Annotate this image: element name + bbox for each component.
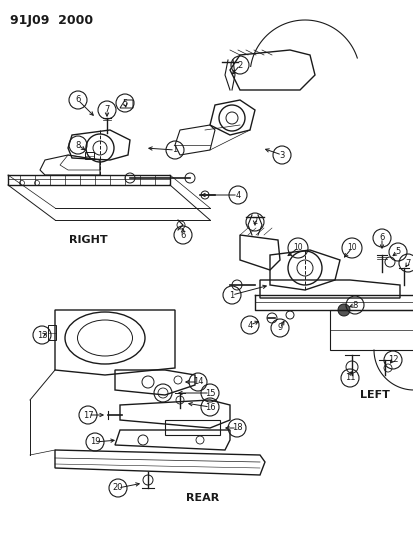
Text: 6: 6 — [378, 233, 384, 243]
Text: 6: 6 — [75, 95, 81, 104]
Text: 91J09  2000: 91J09 2000 — [10, 14, 93, 27]
Text: 9: 9 — [277, 324, 282, 333]
Text: 7: 7 — [104, 106, 109, 115]
Text: 2: 2 — [237, 61, 242, 69]
Text: 6: 6 — [180, 230, 185, 239]
Text: 10: 10 — [292, 244, 302, 253]
Text: REAR: REAR — [186, 493, 219, 503]
Text: LEFT: LEFT — [359, 390, 389, 400]
Text: 12: 12 — [387, 356, 397, 365]
Text: 17: 17 — [83, 410, 93, 419]
Text: 3: 3 — [279, 150, 284, 159]
Text: 4: 4 — [247, 320, 252, 329]
Text: 2: 2 — [252, 217, 257, 227]
Text: RIGHT: RIGHT — [69, 235, 107, 245]
Text: 18: 18 — [231, 424, 242, 432]
Text: 5: 5 — [122, 99, 127, 108]
Text: 16: 16 — [204, 402, 215, 411]
Circle shape — [177, 221, 185, 229]
Text: 4: 4 — [235, 190, 240, 199]
Text: 5: 5 — [394, 247, 400, 256]
Text: 13: 13 — [37, 330, 47, 340]
Circle shape — [337, 304, 349, 316]
Text: 8: 8 — [75, 141, 81, 149]
Text: 1: 1 — [172, 146, 177, 155]
Text: 8: 8 — [351, 301, 357, 310]
Text: 11: 11 — [344, 374, 354, 383]
Text: 14: 14 — [192, 377, 203, 386]
Text: 7: 7 — [404, 259, 410, 268]
Text: 15: 15 — [204, 389, 215, 398]
Text: 19: 19 — [90, 438, 100, 447]
Text: 10: 10 — [347, 244, 356, 253]
Text: 20: 20 — [112, 483, 123, 492]
Text: 1: 1 — [229, 290, 234, 300]
